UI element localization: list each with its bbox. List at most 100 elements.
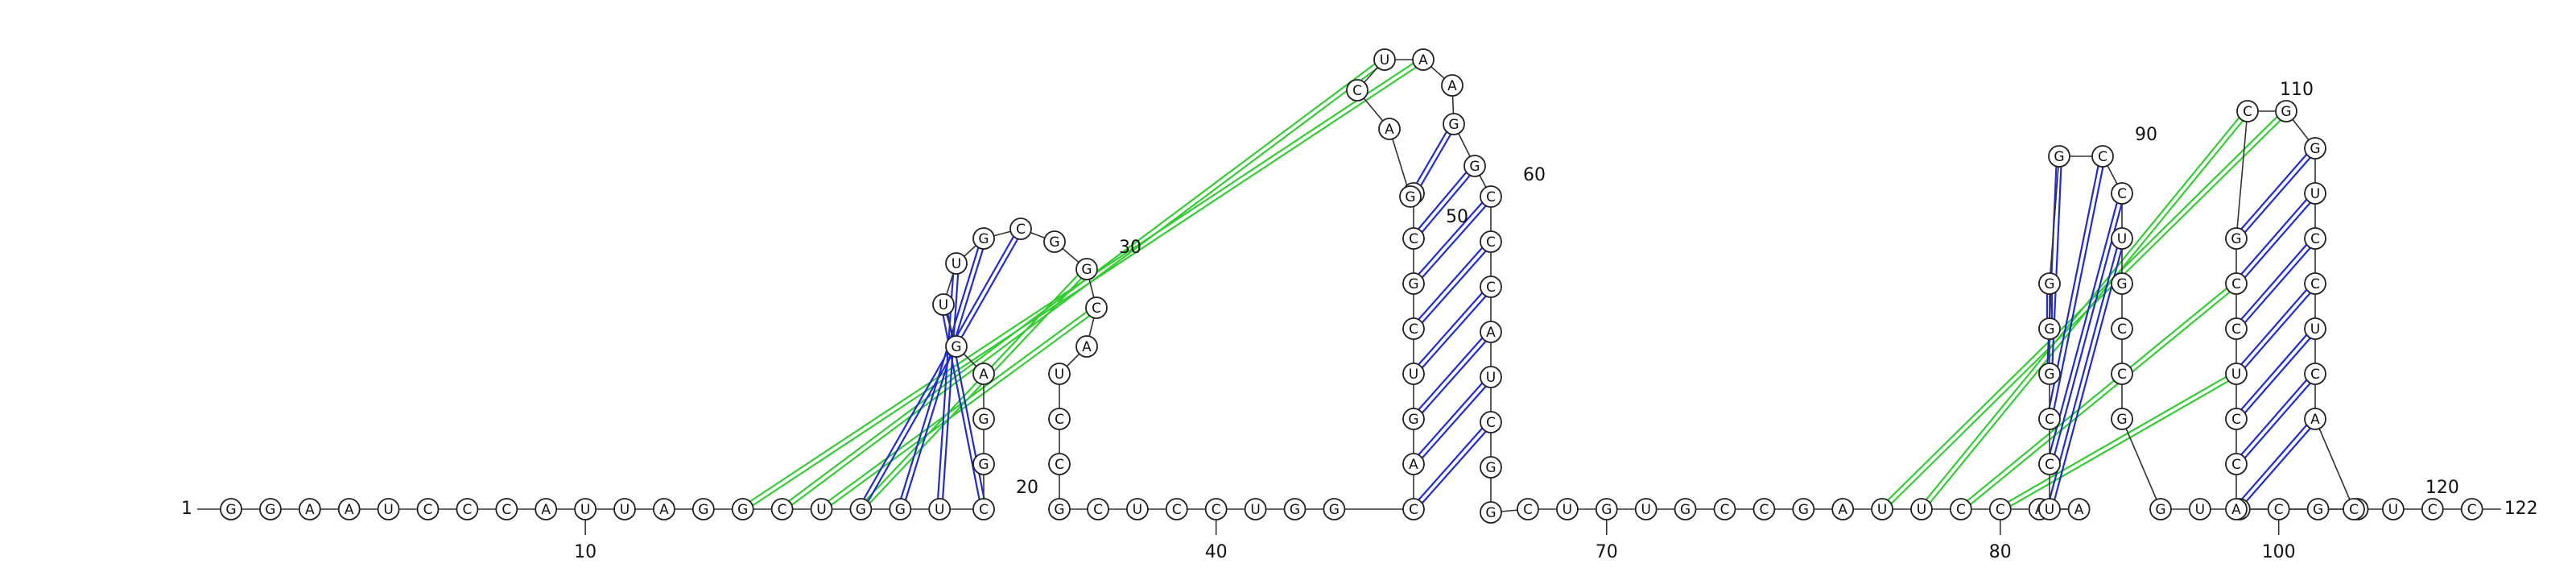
svg-text:A: A [305, 502, 315, 518]
nucleotide-node: G [972, 227, 995, 250]
svg-text:C: C [423, 502, 433, 518]
nucleotide-node: U [613, 498, 636, 520]
nucleotide-node: U [1871, 498, 1894, 520]
svg-text:C: C [2310, 276, 2320, 292]
svg-text:U: U [1563, 502, 1572, 518]
base-pair-line [2237, 194, 2318, 286]
nucleotide-node: A [535, 498, 558, 520]
svg-text:A: A [2310, 412, 2320, 428]
svg-text:G: G [2155, 502, 2165, 518]
svg-text:C: C [2310, 231, 2320, 247]
svg-text:G: G [978, 412, 989, 428]
nucleotide-node: U [1373, 48, 1396, 71]
base-pair-line [1410, 122, 1453, 193]
nucleotide-node: C [1517, 498, 1539, 520]
svg-text:U: U [1250, 502, 1260, 518]
nucleotide-node: U [928, 498, 952, 520]
nucleotide-node: U [1556, 498, 1579, 520]
position-tick-label: 10 [574, 542, 597, 562]
base-pair-line [1414, 333, 1494, 421]
svg-text:C: C [2467, 502, 2477, 518]
nucleotide-node: C [2225, 453, 2248, 475]
nucleotide-node: C [1402, 227, 1425, 250]
svg-text:A: A [1082, 339, 1092, 355]
nucleotide-node: C [2225, 317, 2248, 340]
svg-text:G: G [1798, 502, 1809, 518]
nucleotide-node: C [2343, 498, 2365, 520]
svg-text:A: A [1447, 78, 1457, 94]
svg-text:G: G [978, 231, 989, 247]
svg-text:G: G [2116, 276, 2127, 292]
nucleotide-node: C [1713, 498, 1736, 520]
position-label: 30 [1119, 238, 1141, 258]
nucleotide-node: C [2111, 317, 2133, 340]
svg-text:G: G [1290, 502, 1300, 518]
nucleotide-node: C [495, 498, 518, 520]
svg-text:C: C [1172, 502, 1182, 518]
nucleotide-node: G [1075, 258, 1098, 280]
svg-text:C: C [1409, 321, 1418, 338]
nucleotide-node: C [1402, 498, 1425, 520]
svg-text:C: C [1055, 412, 1064, 428]
nucleotide-node: A [1480, 321, 1502, 343]
svg-text:C: C [1759, 502, 1769, 518]
nucleotide-node: A [337, 498, 361, 520]
start-position-label: 1 [181, 499, 192, 519]
svg-text:U: U [1055, 367, 1064, 383]
nucleotide-node: G [972, 408, 995, 430]
position-label: 110 [2280, 80, 2314, 100]
svg-text:C: C [1016, 222, 1026, 238]
nucleotide-node: U [1910, 498, 1933, 520]
nucleotide-node: C [2091, 145, 2114, 168]
svg-text:G: G [1405, 189, 1415, 205]
base-pair-line [2233, 326, 2314, 418]
svg-text:C: C [2274, 502, 2284, 518]
svg-text:C: C [2231, 412, 2241, 428]
nucleotide-node: C [1085, 296, 1108, 319]
position-label: 20 [1016, 478, 1038, 498]
svg-text:C: C [1352, 83, 1362, 99]
pseudoknot-pair-line [1959, 280, 2235, 508]
nucleotide-node: C [456, 498, 479, 520]
svg-text:G: G [1408, 412, 1418, 428]
svg-text:U: U [1641, 502, 1650, 518]
nucleotide-node: C [1048, 453, 1071, 475]
pseudoknot-pair-line [822, 309, 1099, 512]
base-pair-line [1414, 378, 1494, 466]
svg-text:U: U [935, 502, 944, 518]
nucleotide-node: C [1480, 411, 1502, 433]
nucleotide-node: A [1402, 453, 1425, 475]
svg-text:U: U [952, 256, 961, 272]
nucleotide-node: G [1443, 113, 1465, 135]
position-label: 120 [2425, 478, 2459, 498]
base-pair-line [1414, 423, 1494, 512]
nucleotide-node: C [972, 498, 995, 520]
svg-text:G: G [1485, 505, 1496, 521]
pseudoknot-pair-line [2000, 375, 2239, 512]
svg-text:G: G [2054, 149, 2064, 165]
nucleotide-node: U [2188, 498, 2211, 520]
nucleotide-node: C [1048, 408, 1071, 430]
nucleotide-node: C [1480, 230, 1502, 253]
svg-text:G: G [225, 502, 236, 518]
base-pair-line [897, 237, 983, 509]
nucleotide-node: G [1283, 498, 1307, 520]
nucleotide-node: A [972, 363, 995, 385]
nucleotide-node: G [1480, 456, 1502, 479]
svg-text:C: C [2117, 186, 2127, 202]
base-pair-line [1410, 164, 1474, 238]
base-pair-line [2237, 330, 2318, 421]
nucleotide-node: U [377, 498, 400, 520]
svg-text:G: G [2310, 141, 2320, 157]
nucleotide-node: U [2304, 182, 2326, 205]
nucleotide-node: G [220, 498, 242, 520]
nucleotide-node: C [2267, 498, 2290, 520]
svg-text:G: G [978, 457, 989, 473]
base-pair-line [2237, 149, 2318, 241]
nucleotide-node: C [2460, 498, 2483, 520]
pseudoknot-pair-line [1918, 109, 2247, 508]
svg-text:C: C [502, 502, 511, 518]
nucleotide-node: A [2067, 498, 2091, 520]
svg-text:A: A [2074, 502, 2084, 518]
